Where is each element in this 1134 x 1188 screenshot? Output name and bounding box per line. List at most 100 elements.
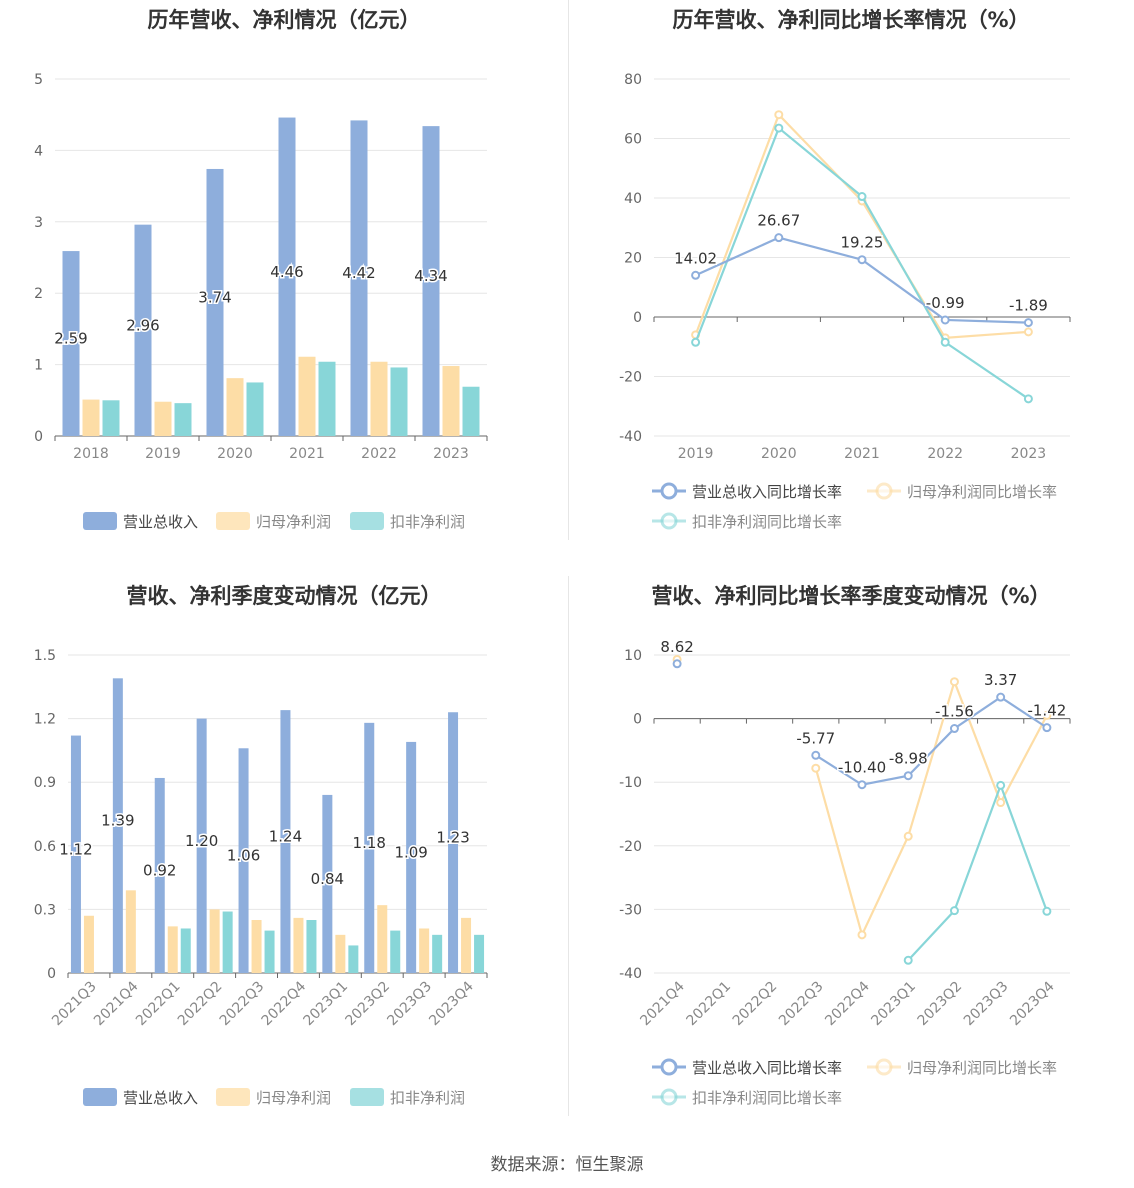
y-tick-label: -40 [619, 429, 642, 445]
x-tick-label: 2023Q4 [1007, 978, 1058, 1029]
legend-label: 营业总收入 [123, 513, 198, 531]
line-deducted-profit-growth [907, 782, 1048, 962]
bar-deducted-profit [432, 934, 443, 973]
line-point [996, 692, 1006, 702]
x-tick-label: 2022Q4 [822, 978, 873, 1029]
bar-value-label: 4.46 [270, 263, 303, 281]
y-tick-label: 3 [34, 215, 43, 231]
y-tick-label: 10 [624, 648, 642, 664]
bar-value-label: 2.59 [54, 330, 87, 348]
annual-growth-chart: 历年营收、净利同比增长率情况（%） -40 -20 0 20 40 60 80 2019 202… [568, 0, 1134, 560]
line-point [940, 315, 950, 325]
line-point [996, 780, 1006, 790]
legend-label: 营业总收入同比增长率 [692, 1059, 842, 1077]
legend-swatch-marker [875, 482, 893, 500]
bar-parent-profit [154, 401, 172, 436]
bar-value-label: 0.84 [311, 870, 344, 888]
chart-title: 营收、净利同比增长率季度变动情况（%） [651, 584, 1051, 608]
bar-parent-profit [167, 926, 178, 973]
line-revenue-growth [815, 695, 1048, 786]
bar-parent-profit [461, 917, 472, 973]
legend-swatch [350, 512, 384, 530]
bar-deducted-profit [264, 930, 275, 973]
bar-deducted-profit [102, 400, 120, 436]
x-tick-label: 2018 [73, 446, 109, 462]
line-point [774, 233, 784, 243]
line-point [774, 110, 784, 120]
point-value-label: -10.40 [838, 759, 886, 777]
bar-deducted-profit [246, 382, 264, 436]
y-tick-label: 0.3 [34, 902, 56, 918]
point-value-label: -8.98 [889, 750, 928, 768]
y-tick-label: 0 [633, 712, 642, 728]
x-tick-label: 2022Q3 [776, 979, 827, 1030]
bar-deducted-profit [348, 945, 359, 973]
legend-swatch-marker [875, 1058, 893, 1076]
bar-revenue [406, 741, 417, 973]
data-source-note: 数据来源：恒生聚源 [490, 1155, 644, 1175]
line-point [857, 255, 867, 265]
panel-divider-vertical-top [568, 0, 569, 540]
bar-parent-profit [377, 905, 388, 973]
point-value-label: 26.67 [757, 212, 800, 230]
line-point [903, 771, 913, 781]
bar-parent-profit [419, 928, 430, 973]
bar-deducted-profit [474, 934, 485, 973]
x-tick-label: 2020 [217, 446, 253, 462]
line-point [1042, 723, 1052, 733]
point-value-label: -0.99 [926, 294, 965, 312]
bar-deducted-profit [180, 928, 191, 973]
x-tick-label: 2021 [844, 446, 880, 462]
legend-label: 扣非净利润 [390, 1089, 465, 1107]
x-tick-label: 2022 [927, 446, 963, 462]
bar-revenue [70, 735, 81, 973]
legend-swatch [216, 512, 250, 530]
x-tick-label: 2023Q4 [426, 978, 477, 1029]
bar-parent-profit [442, 366, 460, 436]
legend-swatch [83, 512, 117, 530]
legend-label: 扣非净利润 [390, 513, 465, 531]
point-value-label: -5.77 [796, 729, 835, 747]
quarterly-revenue-profit-chart: 营收、净利季度变动情况（亿元） 0 0.3 0.6 0.9 1.2 1.5 2021Q3 1.… [0, 576, 568, 1136]
bar-value-label: 1.24 [269, 828, 302, 846]
y-tick-label: -40 [619, 966, 642, 982]
point-value-label: 8.62 [660, 638, 693, 656]
x-tick-label: 2023Q2 [915, 979, 966, 1030]
bar-parent-profit [293, 917, 304, 973]
bar-value-label: 4.34 [414, 267, 447, 285]
y-tick-label: 5 [34, 72, 43, 88]
line-point [857, 780, 867, 790]
legend-label: 归母净利润同比增长率 [907, 483, 1057, 501]
annual-bars-svg: 0 1 2 3 4 5 2018 2.59 2019 2.96 2020 3.74 2021 4.46 20… [34, 72, 488, 531]
line-point [1023, 327, 1033, 337]
y-tick-label: 1 [34, 358, 43, 374]
x-tick-label: 2019 [678, 446, 714, 462]
point-value-label: 3.37 [984, 671, 1017, 689]
chart-title: 历年营收、净利同比增长率情况（%） [672, 8, 1030, 32]
x-tick-label: 2022Q4 [259, 978, 310, 1029]
bar-parent-profit [335, 934, 346, 973]
bar-revenue [280, 710, 291, 973]
point-value-label: 14.02 [674, 249, 717, 267]
y-tick-label: 0 [34, 429, 43, 445]
y-tick-label: 0 [633, 310, 642, 326]
x-tick-label: 2023 [433, 446, 469, 462]
y-tick-label: 20 [624, 251, 642, 267]
bar-value-label: 1.09 [394, 843, 427, 861]
bar-revenue [350, 120, 368, 437]
line-parent-profit-growth [694, 112, 1029, 339]
bar-parent-profit [226, 378, 244, 436]
line-point [903, 955, 913, 965]
x-tick-label: 2019 [145, 446, 181, 462]
legend-swatch-marker [660, 1088, 678, 1106]
line-point [1042, 710, 1052, 720]
annual-revenue-profit-chart: 历年营收、净利情况（亿元） 0 1 2 3 4 5 2018 2.59 2019 2.96 2020… [0, 0, 568, 560]
bar-value-label: 2.96 [126, 316, 159, 334]
line-point [1042, 906, 1052, 916]
bar-deducted-profit [390, 930, 401, 973]
y-tick-label: -30 [619, 902, 642, 918]
bar-parent-profit [370, 361, 388, 436]
bar-revenue [134, 224, 152, 436]
bar-revenue [322, 794, 333, 973]
y-tick-label: 1.5 [34, 648, 56, 664]
